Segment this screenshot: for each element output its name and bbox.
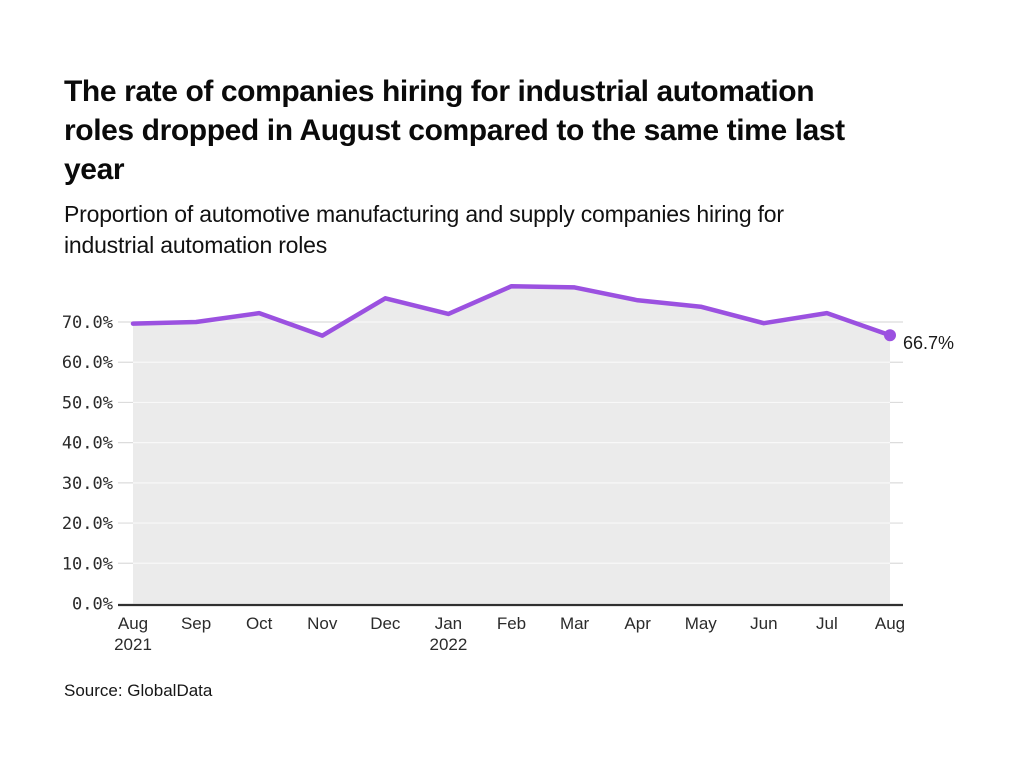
x-axis-tick-label: Oct <box>246 614 273 633</box>
y-axis-tick-label: 10.0% <box>62 554 113 574</box>
chart-title: The rate of companies hiring for industr… <box>64 75 845 186</box>
x-axis-tick-label: Mar <box>560 614 590 633</box>
x-axis-tick-label: May <box>685 614 718 633</box>
chart-subtitle: Proportion of automotive manufacturing a… <box>64 201 784 258</box>
x-axis-tick-label: Aug <box>875 614 905 633</box>
y-axis-tick-label: 20.0% <box>62 514 113 534</box>
x-axis-tick-label: Dec <box>370 614 401 633</box>
x-axis-tick-label: Jun <box>750 614 777 633</box>
x-axis-tick-label: Jul <box>816 614 838 633</box>
x-axis-tick-label: Nov <box>307 614 338 633</box>
y-axis-tick-label: 50.0% <box>62 393 113 413</box>
y-axis-tick-label: 40.0% <box>62 434 113 454</box>
end-value-label: 66.7% <box>903 333 954 353</box>
line-chart-canvas: 66.7% 0.0% 10.0% 20.0% 30.0% 40.0% 50.0% 60.0% 7… <box>62 283 954 654</box>
y-axis-tick-label: 60.0% <box>62 353 113 373</box>
x-axis-tick-label: Apr <box>624 614 651 633</box>
x-axis-tick-label: Feb <box>497 614 526 633</box>
x-axis-tick-label: Sep <box>181 614 211 633</box>
area-fill <box>133 286 890 604</box>
x-axis-tick-label: Jan <box>435 614 462 633</box>
y-axis-tick-label: 0.0% <box>72 595 113 615</box>
end-point-marker <box>884 329 896 342</box>
source-note: Source: GlobalData <box>64 681 213 700</box>
y-axis-tick-label: 30.0% <box>62 474 113 494</box>
x-axis-tick-label: Aug <box>118 614 148 633</box>
x-axis-year-label: 2022 <box>430 635 468 654</box>
y-axis-tick-label: 70.0% <box>62 313 113 333</box>
trend-line <box>130 283 893 338</box>
x-axis-year-label: 2021 <box>114 635 152 654</box>
